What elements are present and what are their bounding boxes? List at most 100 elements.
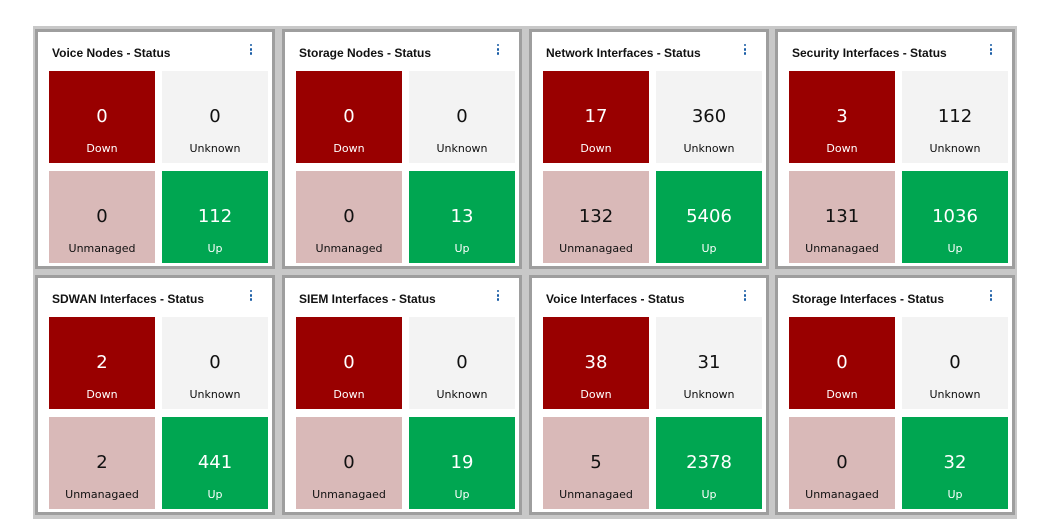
down-tile[interactable]: 3 Down [789,71,895,163]
unmanaged-tile[interactable]: 0 Unmanaged [296,171,402,263]
up-label: Up [947,488,963,501]
unmanaged-tile[interactable]: 5 Unmanagaed [543,417,649,509]
up-count: 5406 [686,206,732,227]
unknown-tile[interactable]: 31 Unknown [656,317,762,409]
unmanaged-tile[interactable]: 131 Unmanagaed [789,171,895,263]
up-label: Up [701,242,717,255]
down-tile[interactable]: 17 Down [543,71,649,163]
unknown-count: 0 [209,352,221,373]
down-label: Down [86,142,118,155]
unknown-count: 0 [949,352,961,373]
up-count: 2378 [686,452,732,473]
widget-header: Storage Interfaces - Status [778,278,1012,314]
down-label: Down [826,388,858,401]
up-count: 13 [450,206,474,227]
widget-title: Storage Interfaces - Status [792,292,945,306]
down-count: 0 [96,106,108,127]
up-tile[interactable]: 1036 Up [902,171,1008,263]
widget-title: Security Interfaces - Status [792,46,947,60]
unmanaged-count: 0 [96,206,108,227]
more-vertical-icon[interactable] [742,44,748,58]
unmanaged-label: Unmanagaed [805,488,879,501]
down-tile[interactable]: 0 Down [789,317,895,409]
more-vertical-icon[interactable] [988,44,994,58]
widget-title: SIEM Interfaces - Status [299,292,436,306]
unmanaged-tile[interactable]: 0 Unmanagaed [296,417,402,509]
unmanaged-tile[interactable]: 0 Unmanagaed [789,417,895,509]
widget-header: Storage Nodes - Status [285,32,519,68]
more-vertical-icon[interactable] [495,290,501,304]
down-count: 0 [343,106,355,127]
unmanaged-count: 5 [590,452,602,473]
unmanaged-label: Unmanagaed [65,488,139,501]
down-count: 0 [836,352,848,373]
unknown-label: Unknown [683,388,735,401]
more-vertical-icon[interactable] [742,290,748,304]
unknown-count: 112 [937,106,973,127]
widget-storage-interfaces-status: Storage Interfaces - Status 0 Down 0 Unkno… [775,275,1015,515]
widget-storage-nodes-status: Storage Nodes - Status 0 Down 0 Unknown 0 U… [282,29,522,269]
down-tile[interactable]: 2 Down [49,317,155,409]
up-tile[interactable]: 441 Up [162,417,268,509]
down-label: Down [333,142,365,155]
down-label: Down [86,388,118,401]
unmanaged-count: 2 [96,452,108,473]
unknown-tile[interactable]: 360 Unknown [656,71,762,163]
down-count: 17 [584,106,608,127]
unknown-tile[interactable]: 0 Unknown [409,317,515,409]
down-tile[interactable]: 38 Down [543,317,649,409]
unknown-tile[interactable]: 0 Unknown [162,317,268,409]
unknown-label: Unknown [683,142,735,155]
widget-security-interfaces-status: Security Interfaces - Status 3 Down 112 Un… [775,29,1015,269]
widget-title: SDWAN Interfaces - Status [52,292,205,306]
unknown-tile[interactable]: 0 Unknown [162,71,268,163]
widget-header: SIEM Interfaces - Status [285,278,519,314]
widget-voice-interfaces-status: Voice Interfaces - Status 38 Down 31 Unkno… [529,275,769,515]
down-count: 3 [836,106,848,127]
unmanaged-count: 0 [343,206,355,227]
down-label: Down [826,142,858,155]
up-tile[interactable]: 19 Up [409,417,515,509]
down-count: 2 [96,352,108,373]
unmanaged-tile[interactable]: 0 Unmanaged [49,171,155,263]
up-count: 441 [197,452,233,473]
unmanaged-count: 132 [578,206,614,227]
more-vertical-icon[interactable] [248,44,254,58]
widget-title: Voice Nodes - Status [52,46,171,60]
widget-header: Voice Interfaces - Status [532,278,766,314]
unknown-count: 0 [209,106,221,127]
up-label: Up [947,242,963,255]
widget-network-interfaces-status: Network Interfaces - Status 17 Down 360 Un… [529,29,769,269]
down-tile[interactable]: 0 Down [296,317,402,409]
more-vertical-icon[interactable] [248,290,254,304]
unknown-tile[interactable]: 0 Unknown [409,71,515,163]
down-count: 0 [343,352,355,373]
unmanaged-label: Unmanaged [315,242,383,255]
more-vertical-icon[interactable] [495,44,501,58]
unknown-label: Unknown [929,142,981,155]
up-tile[interactable]: 32 Up [902,417,1008,509]
up-count: 112 [197,206,233,227]
up-tile[interactable]: 5406 Up [656,171,762,263]
up-tile[interactable]: 13 Up [409,171,515,263]
unknown-tile[interactable]: 112 Unknown [902,71,1008,163]
up-count: 1036 [932,206,978,227]
unknown-tile[interactable]: 0 Unknown [902,317,1008,409]
unknown-label: Unknown [189,388,241,401]
up-tile[interactable]: 2378 Up [656,417,762,509]
widget-voice-nodes-status: Voice Nodes - Status 0 Down 0 Unknown 0 Unm… [35,29,275,269]
widget-title: Voice Interfaces - Status [546,292,685,306]
down-count: 38 [584,352,608,373]
status-dashboard: Voice Nodes - Status 0 Down 0 Unknown 0 Unm… [33,26,1017,519]
widget-siem-interfaces-status: SIEM Interfaces - Status 0 Down 0 Unknown … [282,275,522,515]
unmanaged-label: Unmanagaed [559,242,633,255]
unmanaged-label: Unmanagaed [805,242,879,255]
down-tile[interactable]: 0 Down [49,71,155,163]
unmanaged-tile[interactable]: 132 Unmanagaed [543,171,649,263]
widget-title: Network Interfaces - Status [546,46,701,60]
down-tile[interactable]: 0 Down [296,71,402,163]
more-vertical-icon[interactable] [988,290,994,304]
up-tile[interactable]: 112 Up [162,171,268,263]
unmanaged-tile[interactable]: 2 Unmanagaed [49,417,155,509]
unknown-count: 31 [697,352,721,373]
